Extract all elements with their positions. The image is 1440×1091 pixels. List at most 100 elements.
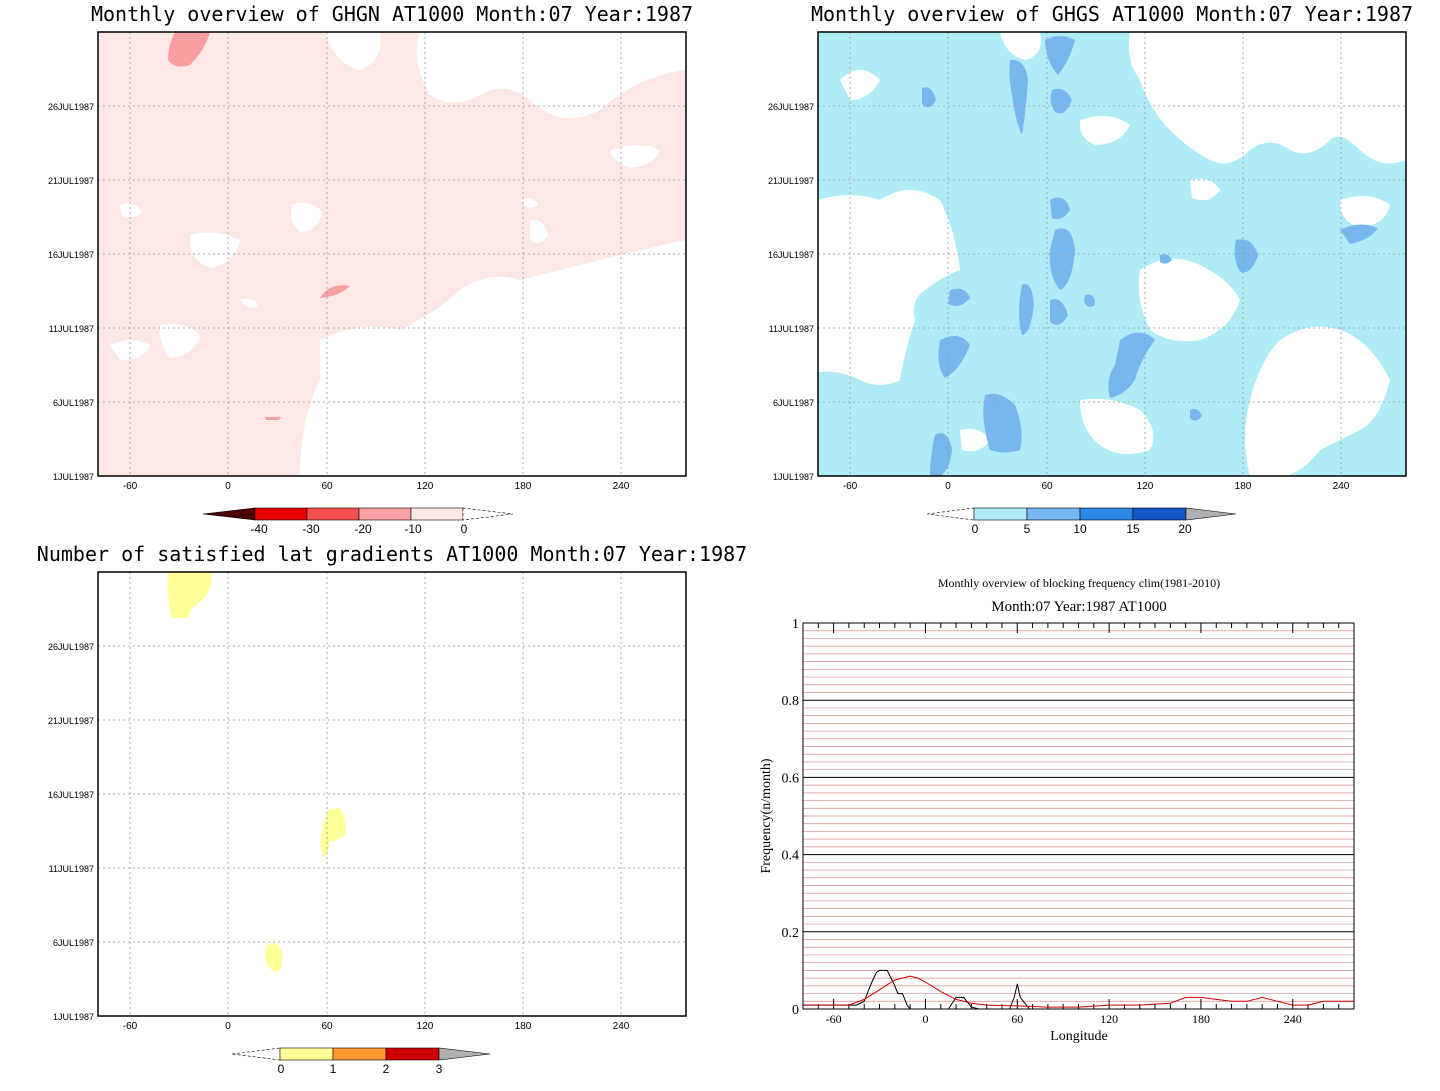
colorbar-label: 1 bbox=[330, 1062, 337, 1076]
chart-frame bbox=[802, 622, 1355, 1010]
chart-x-tick-labels: -60 0 60 120 180 240 bbox=[826, 1012, 1302, 1026]
x-tick-label: 180 bbox=[1192, 1012, 1210, 1026]
y-tick-label: 16JUL1987 bbox=[768, 250, 814, 260]
colorbar-swatch bbox=[254, 507, 308, 521]
x-tick-label: 120 bbox=[1100, 1012, 1118, 1026]
x-tick-label: 0 bbox=[922, 1012, 928, 1026]
y-tick-label: 1 bbox=[792, 617, 799, 632]
grad-contour-field bbox=[98, 572, 686, 1016]
y-tick-label: 16JUL1987 bbox=[48, 790, 94, 800]
x-tick-label: 240 bbox=[1284, 1012, 1302, 1026]
ghgs-colorbar: 0 5 10 15 20 bbox=[926, 507, 1237, 536]
colorbar-label: -40 bbox=[250, 522, 268, 536]
colorbar-lower-arrow bbox=[926, 507, 975, 521]
grad-x-axis: -60 0 60 120 180 240 bbox=[123, 1021, 630, 1032]
y-tick-label: 1JUL1987 bbox=[53, 1012, 94, 1022]
y-tick-label: 6JUL1987 bbox=[773, 398, 814, 408]
ghgs-y-axis: 1JUL1987 6JUL1987 11JUL1987 16JUL1987 21… bbox=[768, 102, 814, 482]
colorbar-label: 15 bbox=[1126, 522, 1140, 536]
colorbar-swatch bbox=[385, 1047, 440, 1061]
y-tick-label: 0.6 bbox=[782, 771, 800, 786]
colorbar-label: 0 bbox=[972, 522, 979, 536]
colorbar-upper-arrow bbox=[462, 507, 514, 521]
x-tick-label: 180 bbox=[515, 1021, 532, 1032]
x-tick-label: 120 bbox=[1137, 481, 1154, 492]
ghgs-contour-field bbox=[818, 32, 1406, 476]
x-tick-label: 0 bbox=[225, 1021, 231, 1032]
y-axis-label: Frequency(n/month) bbox=[759, 758, 774, 873]
colorbar-label: 5 bbox=[1024, 522, 1031, 536]
grad-title: Number of satisfied lat gradients AT1000… bbox=[37, 542, 747, 566]
x-tick-label: 180 bbox=[515, 481, 532, 492]
y-tick-label: 11JUL1987 bbox=[49, 864, 94, 874]
x-axis-label: Longitude bbox=[1050, 1029, 1108, 1044]
colorbar-label: 2 bbox=[383, 1062, 390, 1076]
colorbar-swatch bbox=[973, 507, 1028, 521]
grad-panel: Number of satisfied lat gradients AT1000… bbox=[37, 542, 747, 1076]
x-tick-label: 0 bbox=[225, 481, 231, 492]
x-tick-label: 0 bbox=[945, 481, 951, 492]
grad-y-axis: 1JUL1987 6JUL1987 11JUL1987 16JUL1987 21… bbox=[48, 642, 94, 1022]
x-tick-label: -60 bbox=[826, 1012, 842, 1026]
x-tick-label: 180 bbox=[1235, 481, 1252, 492]
ghgn-grid bbox=[98, 32, 686, 476]
colorbar-label: 0 bbox=[461, 522, 468, 536]
y-tick-label: 6JUL1987 bbox=[53, 398, 94, 408]
colorbar-label: -20 bbox=[354, 522, 372, 536]
ghgn-frame bbox=[97, 31, 687, 477]
y-tick-label: 0 bbox=[792, 1003, 799, 1018]
y-tick-label: 26JUL1987 bbox=[48, 102, 94, 112]
y-tick-label: 1JUL1987 bbox=[773, 472, 814, 482]
x-tick-label: 60 bbox=[1041, 481, 1053, 492]
colorbar-label: 3 bbox=[436, 1062, 443, 1076]
y-tick-label: 11JUL1987 bbox=[49, 324, 94, 334]
chart-subtitle: Month:07 Year:1987 AT1000 bbox=[991, 599, 1166, 615]
colorbar-label: 20 bbox=[1178, 522, 1192, 536]
grad-grid bbox=[98, 572, 686, 1016]
ghgs-panel: Monthly overview of GHGS AT1000 Month:07… bbox=[768, 2, 1413, 536]
ghgn-title: Monthly overview of GHGN AT1000 Month:07… bbox=[91, 2, 693, 26]
chart-gridlines bbox=[803, 630, 1354, 1002]
y-tick-label: 26JUL1987 bbox=[768, 102, 814, 112]
ghgs-title: Monthly overview of GHGS AT1000 Month:07… bbox=[811, 2, 1413, 26]
x-tick-label: 120 bbox=[417, 1021, 434, 1032]
chart-title: Monthly overview of blocking frequency c… bbox=[938, 576, 1220, 590]
ghgn-contour-field bbox=[98, 32, 686, 476]
x-tick-label: 60 bbox=[1011, 1012, 1023, 1026]
y-tick-label: 0.8 bbox=[782, 694, 800, 709]
x-tick-label: 60 bbox=[321, 481, 333, 492]
chart-y-tick-labels: 0 0.2 0.4 0.6 0.8 1 bbox=[782, 617, 800, 1018]
colorbar-swatch bbox=[1132, 507, 1187, 521]
y-tick-label: 21JUL1987 bbox=[48, 176, 94, 186]
y-tick-label: 11JUL1987 bbox=[769, 324, 814, 334]
blocking-frequency-chart: Monthly overview of blocking frequency c… bbox=[759, 576, 1355, 1044]
ghgn-x-axis: -60 0 60 120 180 240 bbox=[123, 481, 630, 492]
grad-colorbar: 0 1 2 3 bbox=[231, 1047, 491, 1076]
x-tick-label: 240 bbox=[1333, 481, 1350, 492]
y-tick-label: 16JUL1987 bbox=[48, 250, 94, 260]
y-tick-label: 0.2 bbox=[782, 926, 800, 941]
series-line-1 bbox=[803, 975, 1354, 1008]
colorbar-swatch bbox=[332, 1047, 387, 1061]
x-tick-label: 120 bbox=[417, 481, 434, 492]
x-tick-label: -60 bbox=[123, 1021, 138, 1032]
colorbar-swatch bbox=[1026, 507, 1081, 521]
colorbar-swatch bbox=[279, 1047, 334, 1061]
x-tick-label: 60 bbox=[321, 1021, 333, 1032]
x-tick-label: 240 bbox=[613, 1021, 630, 1032]
colorbar-label: 10 bbox=[1073, 522, 1087, 536]
ghgs-grid bbox=[818, 32, 1406, 476]
x-tick-label: -60 bbox=[843, 481, 858, 492]
colorbar-label: -30 bbox=[302, 522, 320, 536]
colorbar-swatch bbox=[358, 507, 412, 521]
colorbar-lower-arrow bbox=[202, 507, 256, 521]
ghgn-panel: Monthly overview of GHGN AT1000 Month:07… bbox=[48, 2, 693, 536]
grad-frame bbox=[97, 571, 687, 1017]
colorbar-lower-arrow bbox=[231, 1047, 281, 1061]
x-tick-label: 240 bbox=[613, 481, 630, 492]
x-tick-label: -60 bbox=[123, 481, 138, 492]
y-tick-label: 6JUL1987 bbox=[53, 938, 94, 948]
y-tick-label: 21JUL1987 bbox=[768, 176, 814, 186]
colorbar-upper-arrow bbox=[1185, 507, 1237, 521]
ghgs-x-axis: -60 0 60 120 180 240 bbox=[843, 481, 1350, 492]
